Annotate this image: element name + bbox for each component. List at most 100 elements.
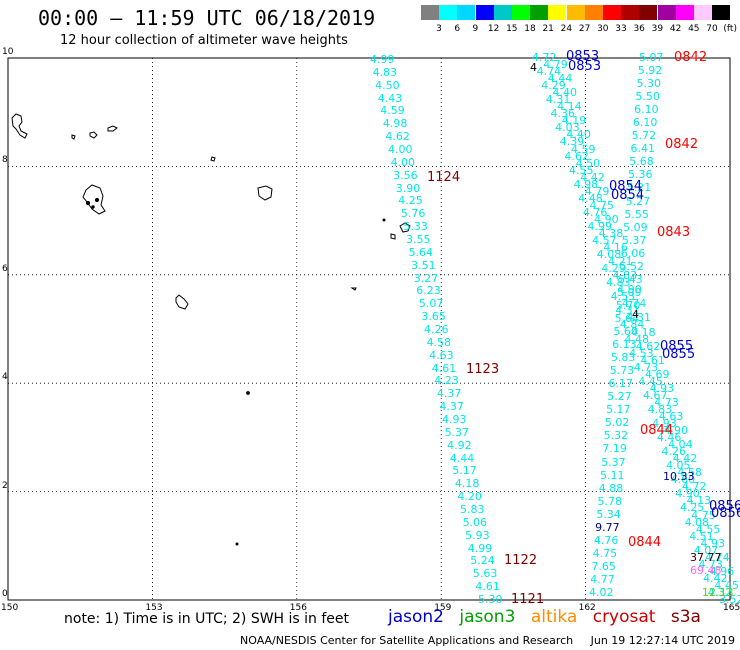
swh-value-track-b: 5.32 [603, 429, 629, 443]
swh-value-track-c: 4.75 [691, 508, 716, 522]
swh-value-track-c: 4.90 [675, 487, 700, 501]
swh-value-track-a: 5.06 [462, 515, 488, 529]
swh-value-track-c: 4.74 [705, 550, 730, 564]
swh-value-track-b: 5.09 [617, 285, 642, 299]
swh-value-track-c: 4.04 [668, 438, 693, 452]
swh-value-track-c: 4.59 [571, 142, 596, 156]
island-outline [390, 233, 396, 240]
legend-jason2: jason2 [388, 607, 444, 627]
swh-value-track-b: 5.78 [597, 494, 623, 508]
swh-value-track-b: 5.21 [626, 181, 652, 195]
swh-value-track-c: 4.73 [698, 557, 723, 571]
swh-value-track-b: 5.60 [613, 325, 638, 339]
swh-value-track-a: 4.83 [372, 65, 398, 79]
swh-value-track-c: 4.05 [666, 459, 691, 473]
island-outlines [11, 113, 411, 546]
colorbar-label: (ft) [723, 24, 737, 34]
island-dot [246, 391, 250, 395]
swh-value-track-c: 4.98 [573, 177, 599, 191]
pass-time-label: 0855 [662, 347, 696, 362]
pass-time-label: 0854 [609, 179, 643, 194]
colorbar-label: 36 [633, 24, 645, 34]
island-outline [82, 184, 106, 215]
swh-value-track-a: 3.90 [395, 181, 421, 195]
swh-value-track-b: 5.73 [609, 364, 635, 378]
swh-value-track-b: 5.43 [618, 272, 643, 286]
swh-value-track-b: 5.11 [599, 468, 625, 482]
swh-value-track-c: 4.55 [568, 163, 594, 177]
map-title: 00:00 – 11:59 UTC 06/18/2019 [38, 6, 376, 30]
pass-time-label: 1123 [466, 362, 500, 377]
swh-value-track-a: 4.50 [375, 78, 400, 92]
legend-jason3: jason3 [459, 607, 516, 627]
swh-value-track-a: 4.23 [434, 374, 459, 388]
pass-time-label: 0856 [711, 506, 740, 521]
swh-value-track-a: 4.99 [370, 53, 395, 66]
swh-value-track-b: 5.17 [606, 403, 631, 417]
swh-value-track-a: 4.61 [431, 361, 457, 375]
swh-value-track-c: 4.29 [601, 262, 626, 276]
colorbar-swatch [657, 5, 676, 20]
lat-tick-label: 6 [2, 263, 8, 274]
swh-value-track-c: 4.62 [564, 149, 589, 163]
island-outline [107, 125, 118, 132]
swh-value-track-c: 4.48 [578, 191, 603, 205]
pass-time-label: 1122 [504, 553, 538, 568]
pass-time-label: 0853 [568, 59, 602, 74]
colorbar-swatch [493, 5, 512, 20]
swh-value-track-a: 4.92 [447, 438, 472, 452]
swh-value-track-b: 4.02 [589, 586, 614, 599]
colorbar-label: 45 [688, 24, 700, 34]
swh-value-track-c: 4.42 [580, 170, 605, 184]
swh-value-track-a: 4.58 [426, 335, 452, 349]
swh-value-track-c: 4.21 [608, 255, 633, 269]
swh-value-track-a: 5.76 [400, 207, 426, 221]
swh-value-track-c: 4.90 [663, 424, 689, 438]
swh-value-track-c: 4.69 [645, 367, 670, 381]
lon-tick-label: 150 [1, 603, 19, 613]
colorbar-label: 21 [542, 24, 554, 34]
colorbar-label: 15 [506, 24, 518, 34]
colorbar-swatch [603, 5, 621, 20]
swh-value-track-a: 4.63 [429, 348, 454, 362]
swh-value-track-b: 6.10 [634, 103, 659, 117]
swh-value-track-c: 4.74 [536, 65, 562, 79]
swh-value-track-a: 4.59 [380, 104, 405, 118]
swh-value-track-c: 4.18 [631, 325, 656, 339]
colorbar-label: 18 [524, 24, 536, 34]
swh-value-track-a: 4.20 [457, 490, 482, 504]
swh-value-track-c: 4.73 [654, 395, 679, 409]
swh-value-track-c: 4.46 [656, 431, 682, 445]
swh-value-track-c: 4.63 [658, 409, 684, 423]
swh-value-high: 10.33 [663, 470, 695, 483]
colorbar-label: 30 [597, 24, 609, 34]
satellite-legend: jason2 jason3 altika cryosat s3a [388, 607, 711, 627]
swh-value-track-c: 4.40 [566, 128, 591, 142]
swh-value-track-a: 4.00 [390, 155, 416, 169]
colorbar-label: 70 [706, 24, 718, 34]
swh-value-track-b: 5.30 [636, 77, 662, 91]
swh-value-marker: 4 [530, 61, 537, 74]
legend-s3a: s3a [670, 607, 701, 627]
pass-time-label: 0853 [566, 49, 600, 64]
swh-value-track-c: 4.76 [582, 205, 608, 219]
island-outline [399, 222, 411, 233]
swh-value-track-c: 4.93 [652, 417, 677, 431]
colorbar-swatch [512, 5, 530, 20]
swh-value-track-c: 4.83 [605, 276, 631, 290]
lon-tick-label: 159 [434, 603, 452, 613]
swh-value-track-c: 4.73 [633, 360, 659, 374]
colorbar-label: 12 [487, 24, 500, 34]
swh-value-track-c: 4.42 [672, 452, 698, 466]
swh-value-track-b: 4.77 [590, 572, 615, 586]
swh-value-marker: 4 [632, 308, 639, 321]
swh-value-track-a: 4.44 [449, 451, 475, 465]
swh-value-track-c: 4.99 [587, 219, 612, 233]
pass-time-label: 0856 [709, 499, 740, 514]
swh-value-track-a: 3.51 [411, 258, 436, 272]
swh-value-track-a: 5.93 [465, 528, 490, 542]
island-dot [94, 197, 100, 203]
swh-value-track-c: 4.31 [615, 304, 640, 318]
swh-value-track-a: 3.56 [393, 168, 418, 182]
swh-value-track-a: 5.63 [472, 567, 498, 581]
